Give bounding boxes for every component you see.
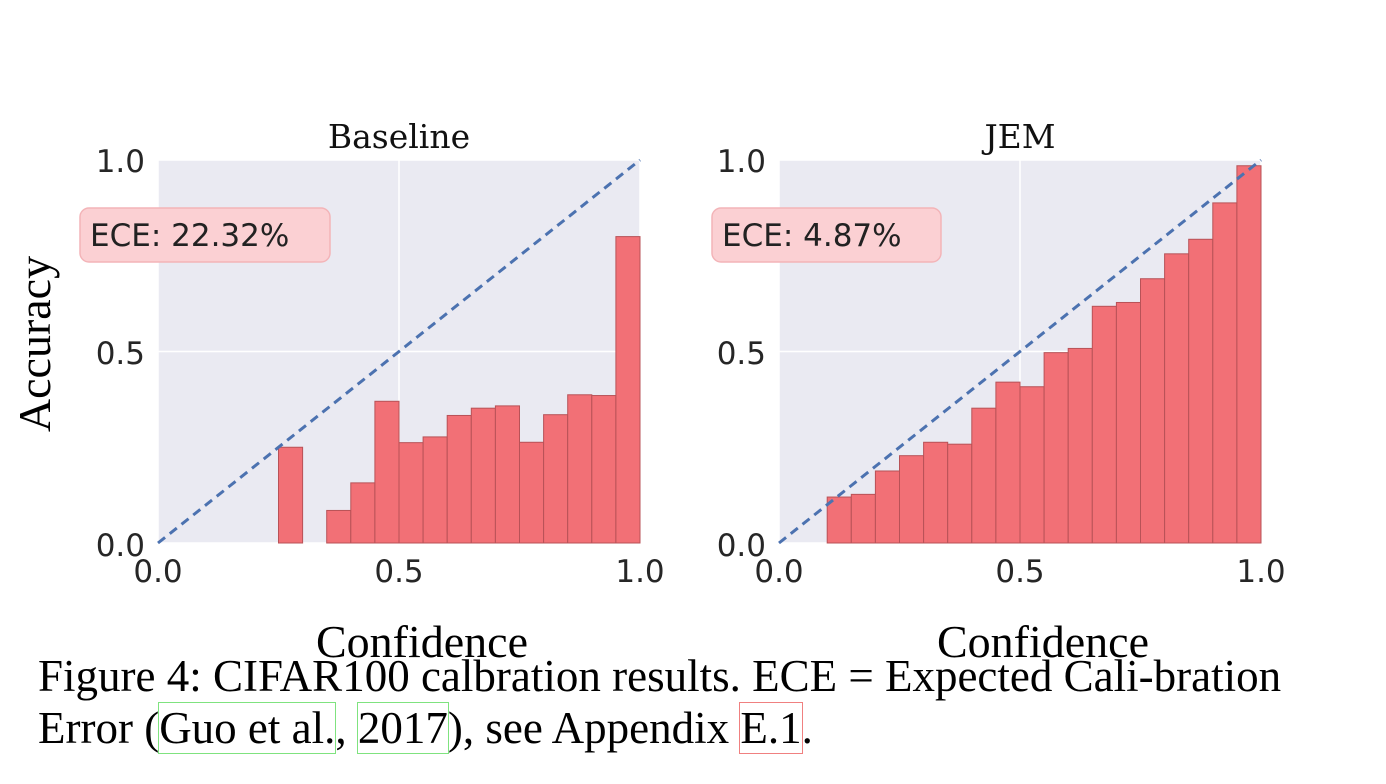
jem-ytick-0-5: 0.5 [717,336,766,372]
jem-ece-label: ECE: 4.87% [722,218,902,254]
jem-bar-11 [1091,305,1117,544]
baseline-bar-5 [422,436,448,544]
jem-bar-2 [874,470,901,544]
jem-ece-box-background [711,207,942,263]
baseline-bar-2 [350,482,376,544]
baseline-bar-7 [470,407,496,544]
baseline-title: Baseline [328,117,470,156]
jem-bar-4 [923,441,949,544]
jem-bar-17 [1236,165,1262,544]
citation-year-link[interactable]: 2017 [356,702,449,754]
baseline-bar-0 [278,446,304,544]
baseline-ytick-1: 1.0 [96,144,145,180]
jem-bar-8 [1019,386,1045,544]
jem-xtick-0: 0.0 [754,554,803,590]
jem-title: JEM [981,117,1055,156]
citation-author-link[interactable]: Guo et al. [158,702,337,754]
caption-text: CIFAR100 calbration results. ECE = Expec… [38,651,1282,753]
caption-text-mid: ), see Appendix [447,703,741,753]
baseline-bar-9 [519,441,545,544]
figure-caption: Figure 4: CIFAR100 calbration results. E… [38,650,1368,754]
y-axis-label: Accuracy [9,256,60,432]
baseline-panel: Baseline 1.0 0.5 0.0 0.0 0.5 1.0 Confide… [9,117,665,667]
jem-bar-15 [1188,238,1214,544]
baseline-bar-8 [494,405,520,544]
jem-bar-9 [1043,352,1069,544]
jem-bar-1 [850,493,876,544]
jem-bar-10 [1067,347,1093,544]
baseline-bar-3 [374,400,400,544]
baseline-ytick-0: 0.0 [96,528,145,564]
baseline-xtick-0: 0.0 [133,554,182,590]
baseline-bar-10 [543,414,569,544]
citation-separator: , [335,703,358,753]
baseline-bar-6 [446,414,472,544]
baseline-ece-box-background [79,207,331,263]
appendix-link[interactable]: E.1 [739,702,803,754]
jem-bar-14 [1164,253,1190,544]
jem-bar-5 [947,443,973,544]
baseline-bars [278,236,641,544]
jem-xtick-0-5: 0.5 [995,554,1044,590]
baseline-perfect-calibration-line [157,158,641,545]
baseline-xtick-0-5: 0.5 [374,554,423,590]
jem-bar-7 [995,381,1021,544]
jem-bar-12 [1115,301,1142,544]
jem-bar-3 [899,455,925,544]
baseline-ece-label: ECE: 22.32% [90,218,289,254]
jem-perfect-calibration-line [778,158,1262,545]
jem-ece-box: ECE: 4.87% [711,207,942,263]
jem-bar-16 [1212,202,1238,544]
baseline-bar-4 [398,442,424,544]
baseline-ece-box: ECE: 22.32% [79,207,331,263]
baseline-bar-12 [591,395,617,544]
jem-ytick-0: 0.0 [717,528,766,564]
baseline-ytick-0-5: 0.5 [96,336,145,372]
jem-xtick-1: 1.0 [1236,554,1285,590]
figure-label: Figure 4: [38,651,202,701]
jem-bar-0 [826,496,852,544]
jem-panel: JEM 1.0 0.5 0.0 0.0 0.5 1.0 Confidence E… [711,117,1286,667]
jem-bar-13 [1140,278,1166,544]
baseline-bar-11 [567,394,593,544]
jem-bar-6 [971,407,997,544]
jem-bars [826,165,1262,544]
jem-xlabel: Confidence [937,616,1149,667]
caption-text-end: . [801,703,813,753]
baseline-xtick-1: 1.0 [615,554,664,590]
baseline-bar-13 [615,236,641,544]
baseline-xlabel: Confidence [316,616,528,667]
baseline-bar-1 [326,509,352,544]
jem-ytick-1: 1.0 [717,144,766,180]
